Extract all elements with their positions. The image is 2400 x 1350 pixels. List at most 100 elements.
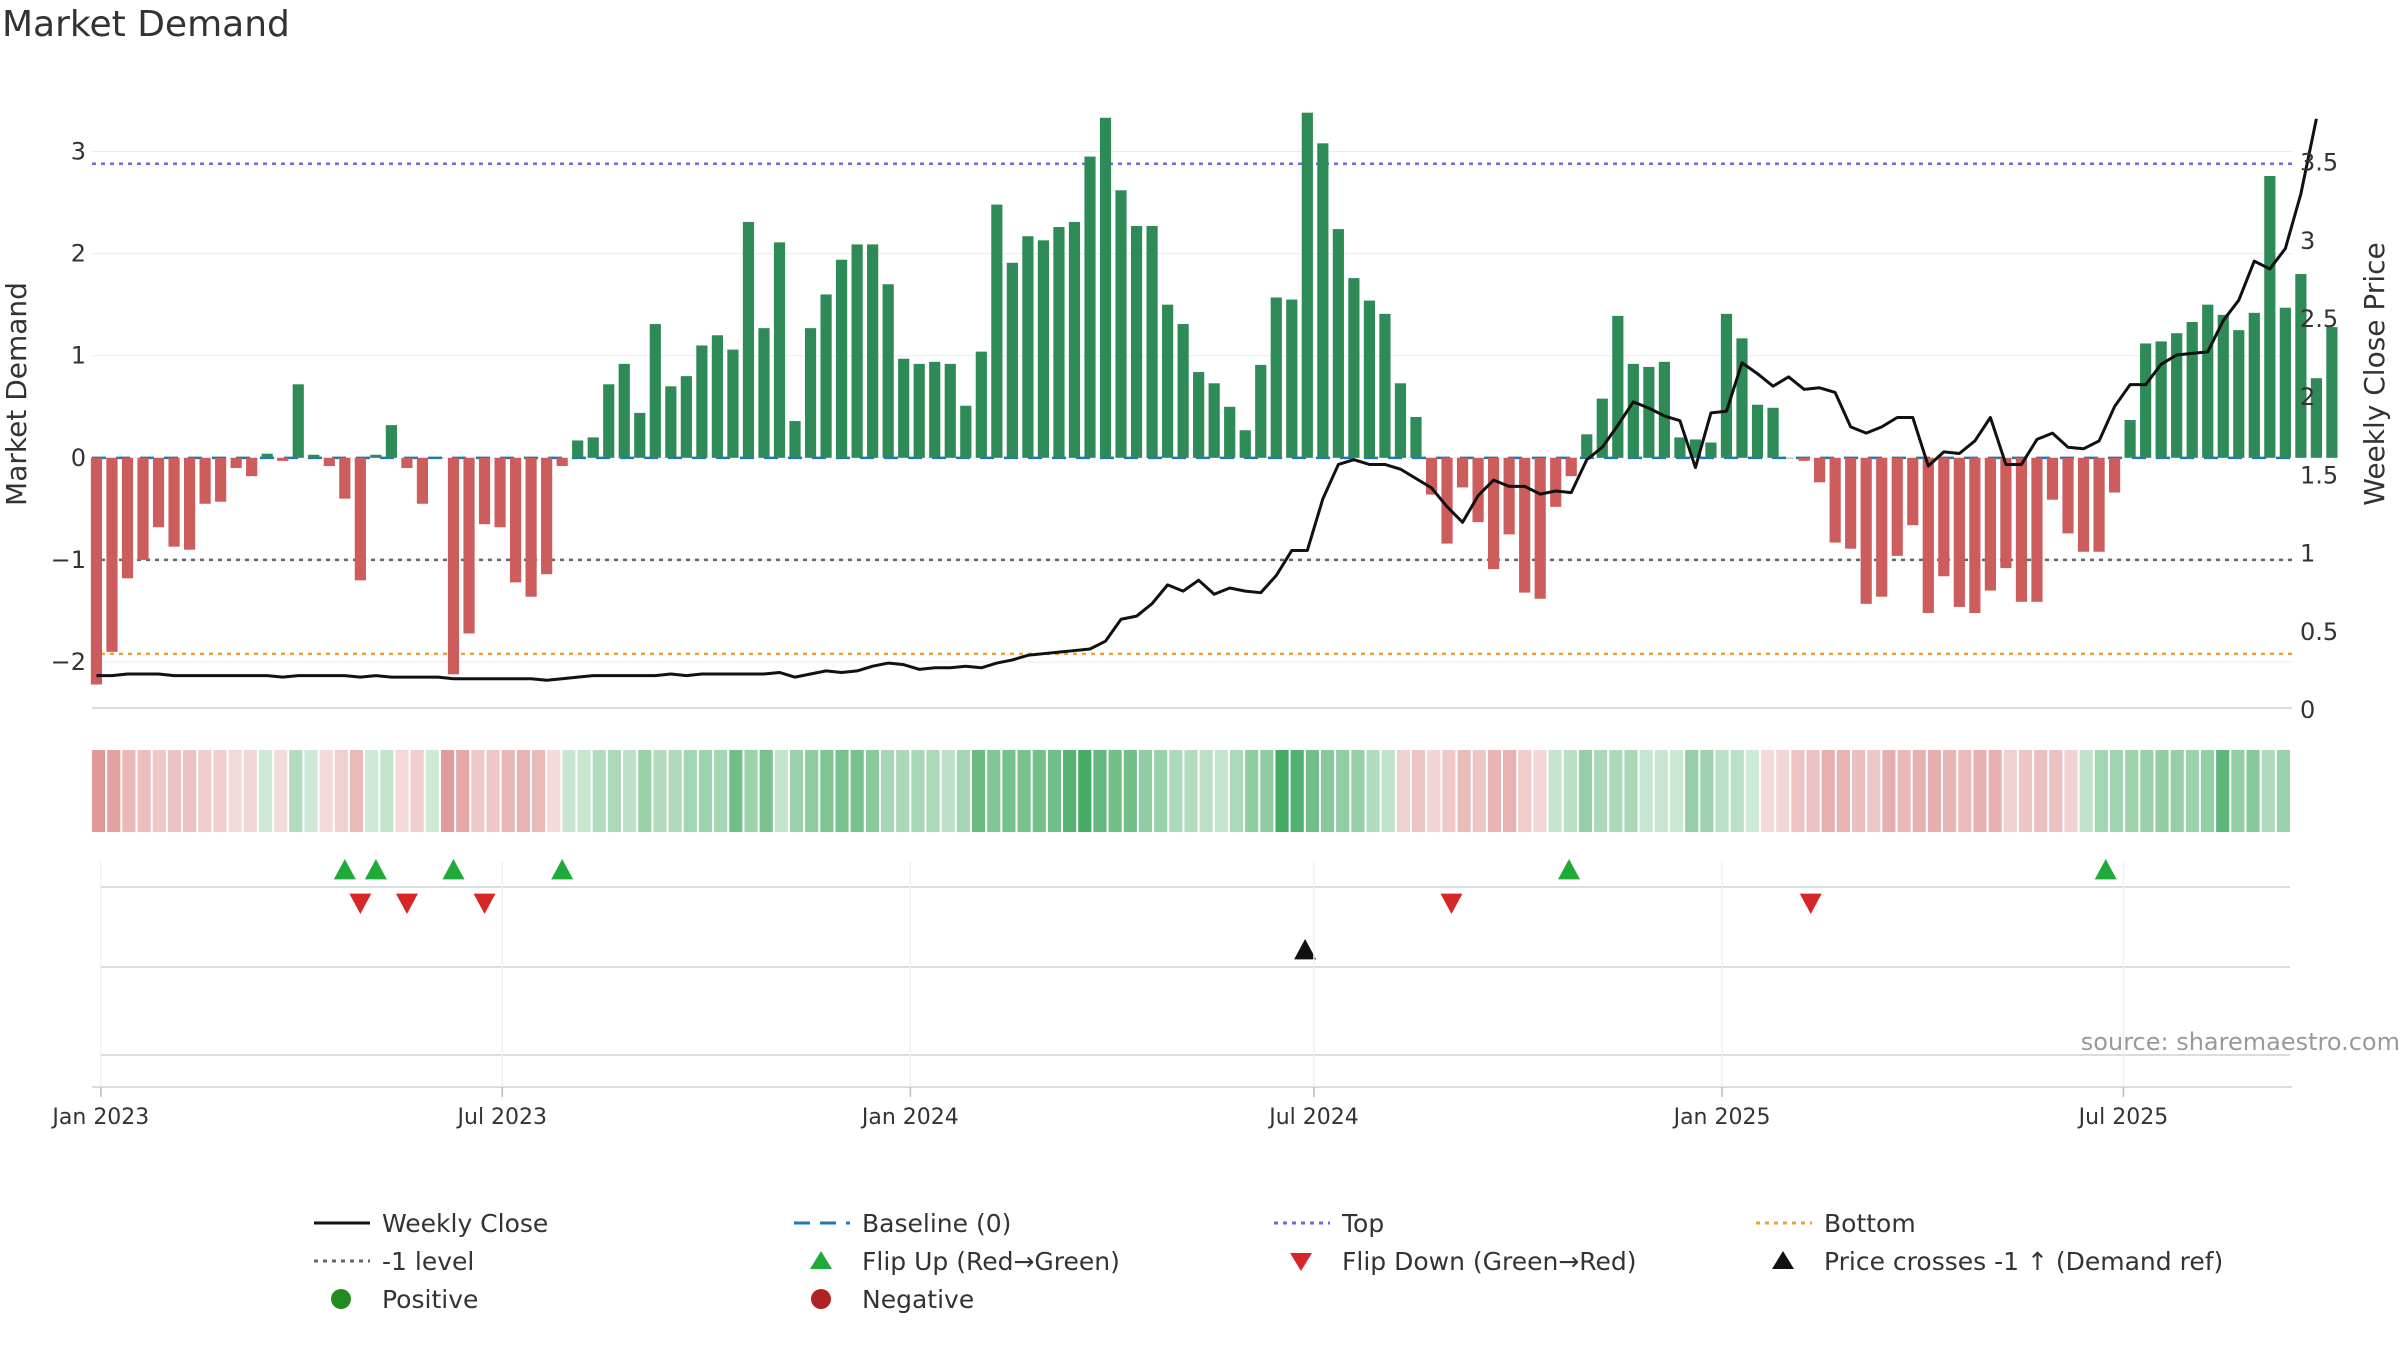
heat-cell	[2125, 750, 2139, 832]
demand-bar	[1208, 383, 1220, 458]
y-tick-label: 1	[71, 342, 86, 370]
heat-cell	[1381, 750, 1395, 832]
demand-bar	[2202, 304, 2214, 458]
y-tick-label: 3	[71, 137, 86, 165]
demand-bar	[510, 457, 522, 583]
heat-cell	[744, 750, 758, 832]
demand-bar	[836, 259, 848, 458]
demand-bar	[960, 405, 972, 458]
heat-cell	[1351, 750, 1365, 832]
legend-label: -1 level	[382, 1246, 475, 1276]
heat-cell	[759, 750, 773, 832]
legend-label: Positive	[382, 1284, 479, 1314]
heat-cell	[1063, 750, 1077, 832]
heat-cell	[1943, 750, 1957, 832]
legend-label: Top	[1342, 1208, 1385, 1238]
heat-cell	[440, 750, 455, 832]
demand-bar	[572, 440, 584, 458]
demand-bar	[711, 335, 723, 458]
heat-cell	[1457, 750, 1471, 832]
heat-cell	[1229, 750, 1244, 832]
demand-bar	[1643, 366, 1655, 458]
demand-bar	[478, 457, 491, 525]
heat-cell	[1366, 750, 1380, 832]
demand-bar	[2248, 312, 2260, 458]
heat-cell	[577, 750, 591, 832]
heat-cell	[1169, 750, 1183, 832]
demand-bar	[1829, 457, 1841, 543]
heat-cell	[941, 750, 955, 832]
demand-bar	[2217, 314, 2229, 458]
demand-bar	[1736, 338, 1748, 458]
heat-cell	[1032, 750, 1046, 832]
heat-cell	[2200, 750, 2215, 832]
heat-cell	[638, 750, 652, 832]
demand-bar	[463, 457, 475, 634]
demand-bar	[1037, 240, 1049, 458]
demand-bar	[820, 294, 832, 458]
heat-cell	[789, 750, 804, 832]
y-tick-label: −2	[51, 648, 86, 676]
demand-bar	[1115, 190, 1127, 458]
legend-bottom: Bottom	[1752, 1205, 1916, 1241]
flip-up-marker	[442, 859, 465, 880]
x-tick-label: Jul 2025	[2077, 1105, 2169, 1130]
heat-cell	[865, 750, 879, 832]
demand-bar	[1255, 364, 1267, 458]
legend: Weekly Close Baseline (0) Top Bottom -1 …	[0, 1205, 2400, 1335]
heat-cell	[729, 750, 743, 832]
heat-cell	[289, 750, 303, 832]
demand-bar	[618, 363, 630, 458]
heat-cell	[1715, 750, 1729, 832]
demand-bar	[152, 457, 165, 528]
demand-bar	[230, 457, 242, 469]
demand-bar	[867, 244, 879, 458]
demand-bar	[168, 457, 180, 547]
heat-cell	[2231, 750, 2245, 832]
demand-bar	[882, 284, 894, 458]
heat-cell	[607, 750, 622, 832]
demand-bar	[1891, 457, 1903, 556]
heat-cell	[1745, 750, 1759, 832]
demand-bars	[90, 112, 2338, 685]
heat-cell	[2018, 750, 2033, 832]
legend-label: Bottom	[1824, 1208, 1916, 1238]
demand-bar	[1379, 313, 1391, 458]
demand-bar	[1394, 383, 1407, 458]
heat-cell	[987, 750, 1001, 832]
heat-cell	[1017, 750, 1031, 832]
y2-tick-label: 0	[2300, 696, 2315, 724]
heat-cell	[2140, 750, 2154, 832]
demand-bar	[1814, 457, 1826, 483]
y-tick-label: 0	[71, 444, 86, 472]
heat-cell	[1412, 750, 1426, 832]
heat-cell	[1760, 750, 1775, 832]
heat-cell	[956, 750, 970, 832]
demand-bar	[541, 457, 553, 575]
heat-cell	[880, 750, 895, 832]
heat-cell	[972, 750, 986, 832]
dotted-line-swatch-icon	[1274, 1221, 1330, 1225]
demand-bar	[447, 457, 460, 675]
flip-down-marker	[395, 893, 418, 914]
dashed-line-swatch-icon	[794, 1221, 850, 1225]
demand-bar	[1845, 457, 1857, 549]
heat-cell	[319, 750, 333, 832]
heat-cell	[1776, 750, 1790, 832]
demand-bar	[1425, 457, 1438, 495]
heat-cell	[456, 750, 470, 832]
demand-bar	[1006, 262, 1018, 458]
heat-cell	[2216, 750, 2230, 832]
heat-cell	[1154, 750, 1168, 832]
x-tick-label: Jan 2023	[50, 1105, 149, 1130]
heat-cell	[365, 750, 379, 832]
source-label: source: sharemaestro.com	[2081, 1028, 2400, 1056]
heat-cell	[1245, 750, 1259, 832]
legend-minus1: -1 level	[310, 1243, 474, 1279]
demand-bar	[2326, 327, 2338, 458]
demand-bar	[2031, 457, 2043, 602]
demand-bar	[1146, 226, 1158, 458]
y2-tick-label: 1	[2300, 540, 2315, 568]
line-swatch-icon	[314, 1221, 370, 1225]
demand-bar	[556, 457, 568, 466]
